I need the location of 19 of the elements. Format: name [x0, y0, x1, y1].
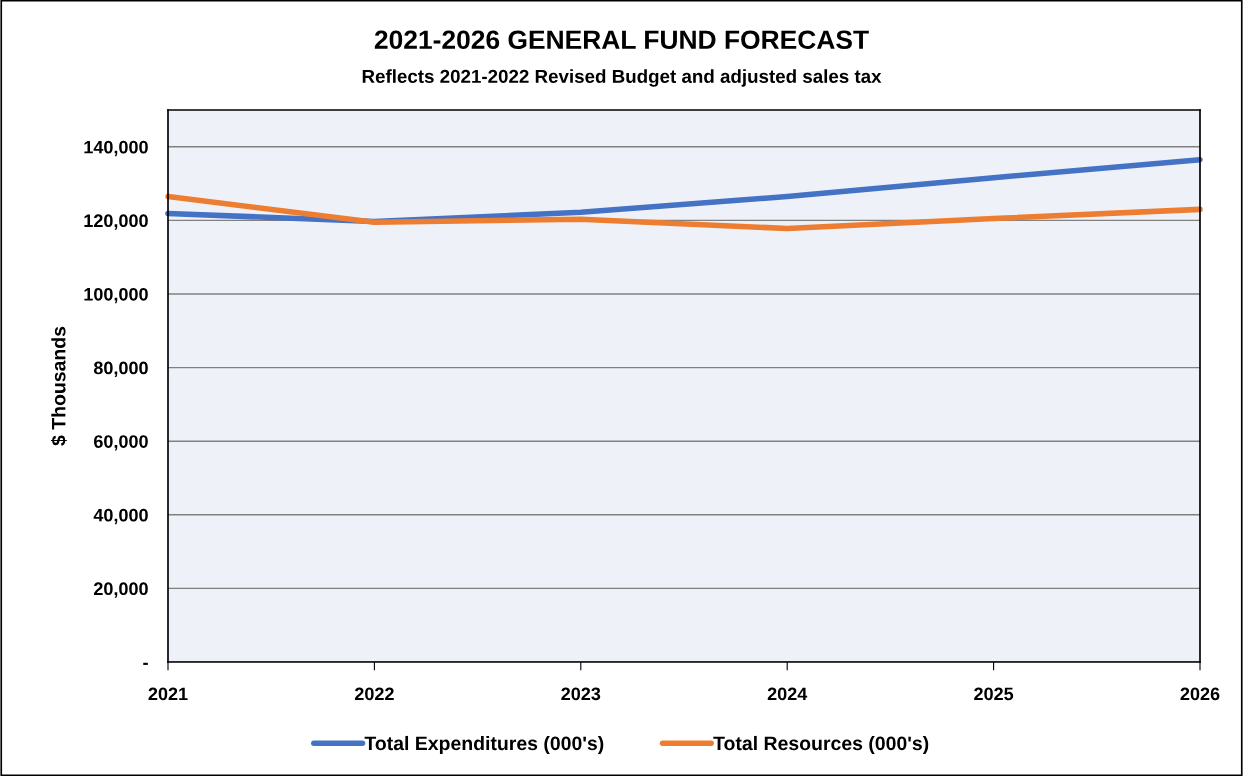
y-tick-label: 140,000 — [84, 140, 148, 157]
legend-label: Total Expenditures (000's) — [364, 735, 604, 755]
y-tick-label: 100,000 — [84, 287, 148, 304]
y-tick-label: - — [143, 662, 148, 665]
y-tick-label: 40,000 — [93, 508, 148, 525]
y-tick-label: 120,000 — [84, 214, 148, 230]
x-tick-label: 2023 — [561, 687, 601, 701]
legend-label: Total Resources (000's) — [713, 735, 929, 755]
x-tick-label: 2022 — [354, 687, 394, 701]
y-tick-label: 80,000 — [93, 361, 148, 377]
chart-title: 2021-2026 GENERAL FUND FORECAST — [374, 30, 869, 50]
x-tick-label: 2025 — [974, 687, 1014, 701]
x-tick-label: 2024 — [767, 687, 808, 701]
y-tick-label: 20,000 — [93, 582, 148, 598]
x-tick-label: 2026 — [1180, 687, 1220, 701]
chart-subtitle: Reflects 2021-2022 Revised Budget and adjusted sales tax — [362, 69, 882, 87]
y-axis-title: $ Thousands — [50, 326, 67, 446]
y-tick-label: 60,000 — [94, 435, 148, 451]
x-tick-label: 2021 — [148, 687, 188, 701]
